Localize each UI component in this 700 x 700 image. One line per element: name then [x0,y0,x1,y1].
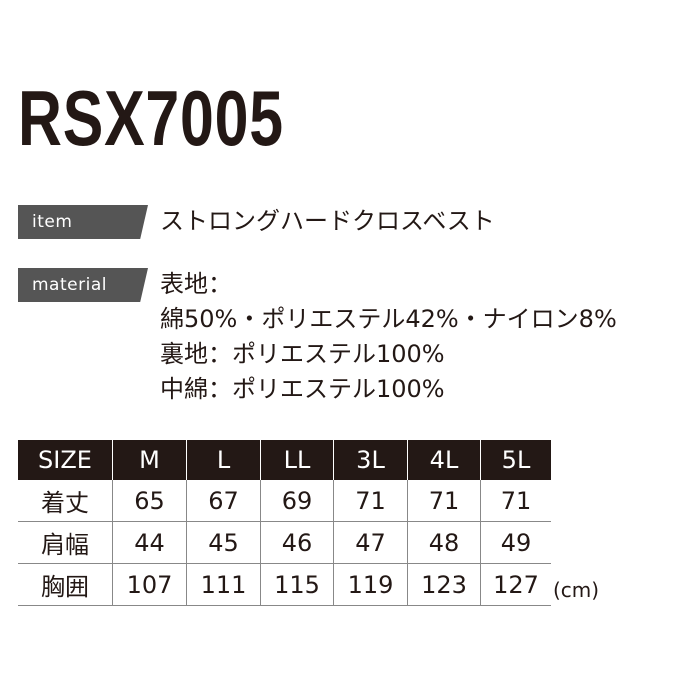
material-line: 中綿：ポリエステル100% [160,375,445,403]
cell: 127 [480,563,551,606]
cell: 115 [260,563,334,606]
row-label: 肩幅 [18,521,113,564]
material-line: 表地： [160,270,232,298]
cell: 47 [333,521,408,564]
row-label: 着丈 [18,480,113,522]
cell: 49 [480,521,551,564]
header-cell: LL [260,440,334,480]
row-label: 胸囲 [18,563,113,606]
cell: 65 [112,480,187,522]
cell: 46 [260,521,334,564]
header-cell: 4L [407,440,481,480]
header-cell: 5L [480,440,551,480]
cell: 67 [186,480,261,522]
unit: (cm) [553,578,600,602]
cell: 45 [186,521,261,564]
cell: 71 [480,480,551,522]
header-cell: 3L [333,440,408,480]
material-line: 綿50%・ポリエステル42%・ナイロン8% [160,305,617,333]
material-line: 裏地：ポリエステル100% [160,340,445,368]
cell: 111 [186,563,261,606]
item-label: item [18,205,148,239]
cell: 69 [260,480,334,522]
cell: 123 [407,563,481,606]
header-cell: L [186,440,261,480]
header-cell: M [112,440,187,480]
cell: 44 [112,521,187,564]
cell: 107 [112,563,187,606]
table-row: 肩幅 44 45 46 47 48 49 [18,521,551,564]
table-row: 胸囲 107 111 115 119 123 127 [18,563,551,606]
product-code: RSX7005 [18,74,284,162]
size-table: SIZE M L LL 3L 4L 5L 着丈 65 67 69 71 71 71 肩幅 44 45 46 47 48… [18,440,551,606]
table-row: 着丈 65 67 69 71 71 71 [18,480,551,522]
cell: 71 [407,480,481,522]
cell: 119 [333,563,408,606]
header-row: SIZE M L LL 3L 4L 5L [18,440,551,480]
item-value: ストロングハードクロスベスト [160,207,495,235]
cell: 48 [407,521,481,564]
cell: 71 [333,480,408,522]
material-label: material [18,268,148,302]
header-cell: SIZE [18,440,113,480]
